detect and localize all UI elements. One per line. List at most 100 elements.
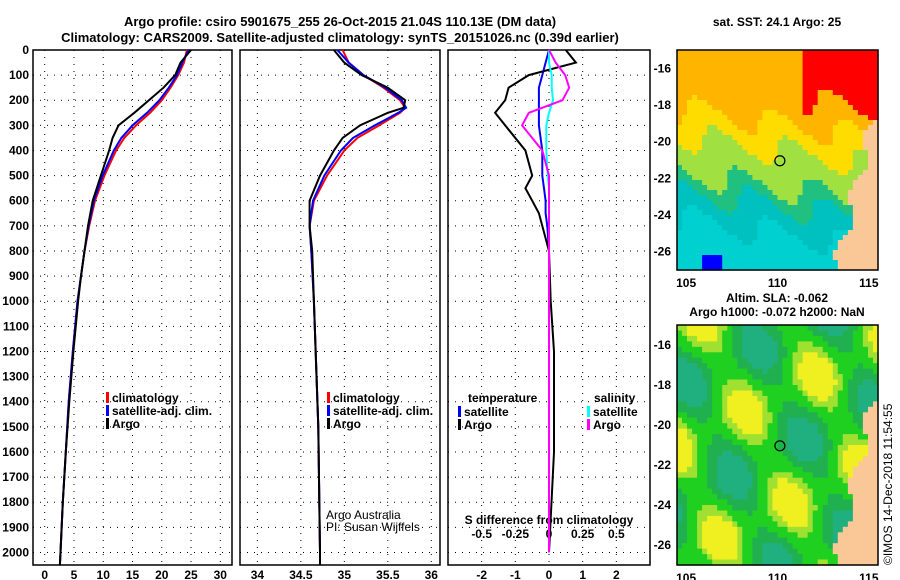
map-cell — [762, 135, 768, 141]
map-cell — [722, 215, 728, 221]
map-cell — [782, 325, 789, 332]
map-cell — [757, 95, 763, 101]
map-cell — [767, 363, 774, 370]
map-cell — [747, 170, 753, 176]
map-cell — [868, 155, 874, 161]
map-cell — [852, 195, 859, 201]
map-cell — [742, 330, 748, 337]
map-cell — [772, 559, 779, 566]
differences-panel: -2 -1 0 1 2-0.5 -0.25 0 0.25 0.5S difference fro… — [447, 49, 651, 580]
map-cell — [742, 455, 748, 462]
map-cell — [727, 537, 733, 544]
map-cell — [742, 548, 748, 555]
map-cell — [802, 170, 809, 176]
map-cell — [873, 434, 879, 441]
map-cell — [837, 532, 844, 539]
map-cell — [752, 406, 758, 413]
map-cell — [707, 428, 713, 435]
map-cell — [777, 461, 784, 468]
map-cell — [767, 230, 774, 236]
map-cell — [802, 235, 809, 241]
map-cell — [682, 505, 688, 512]
map-cell — [792, 125, 799, 131]
map-cell — [752, 515, 758, 522]
map-cell — [862, 125, 869, 131]
map-cell — [742, 235, 748, 241]
map-cell — [692, 135, 698, 141]
map-cell — [787, 110, 794, 116]
map-cell — [842, 140, 849, 146]
map-cell — [702, 115, 708, 121]
map-cell — [722, 374, 728, 381]
map-cell — [772, 543, 779, 550]
map-cell — [732, 70, 738, 76]
map-cell — [873, 515, 879, 522]
map-cell — [712, 505, 718, 512]
map-cell — [752, 423, 758, 430]
map-cell — [737, 240, 743, 246]
map-cell — [732, 455, 738, 462]
map-cell — [782, 60, 789, 66]
map-cell — [682, 260, 688, 266]
map-cell — [807, 180, 814, 186]
map-cell — [747, 455, 753, 462]
map-cell — [842, 510, 849, 517]
map-cell — [787, 75, 794, 81]
map-cell — [692, 265, 698, 271]
map-cell — [812, 455, 819, 462]
map-cell — [687, 559, 693, 566]
map-cell — [787, 210, 794, 216]
map-cell — [862, 170, 869, 176]
sla-map-subtitle: Argo h1000: -0.072 h2000: NaN — [689, 305, 864, 319]
map-cell — [857, 532, 864, 539]
map-cell — [682, 341, 688, 348]
map-cell — [832, 510, 839, 517]
map-cell — [717, 423, 723, 430]
map-cell — [873, 401, 879, 408]
map-cell — [782, 85, 789, 91]
map-cell — [737, 395, 743, 402]
map-cell — [752, 115, 758, 121]
map-cell — [862, 140, 869, 146]
map-cell — [827, 335, 834, 342]
map-cell — [687, 110, 693, 116]
map-cell — [732, 210, 738, 216]
map-cell — [677, 90, 683, 96]
map-cell — [762, 80, 768, 86]
map-cell — [868, 220, 874, 226]
map-cell — [752, 537, 758, 544]
map-cell — [692, 548, 698, 555]
map-cell — [842, 115, 849, 121]
map-cell — [692, 65, 698, 71]
map-cell — [727, 526, 733, 533]
map-cell — [702, 559, 708, 566]
map-cell — [812, 548, 819, 555]
lon-tick-label: 115 — [859, 571, 879, 580]
map-cell — [737, 548, 743, 555]
map-cell — [862, 90, 869, 96]
map-cell — [677, 543, 683, 550]
map-cell — [682, 488, 688, 495]
legend-title-temperature: temperature — [468, 391, 538, 405]
map-cell — [807, 105, 814, 111]
map-cell — [862, 466, 869, 473]
map-cell — [782, 537, 789, 544]
map-cell — [847, 50, 854, 56]
map-cell — [832, 200, 839, 206]
map-cell — [873, 205, 879, 211]
map-cell — [702, 100, 708, 106]
map-cell — [837, 250, 844, 256]
map-cell — [737, 428, 743, 435]
map-cell — [792, 225, 799, 231]
map-cell — [767, 110, 774, 116]
map-cell — [772, 240, 779, 246]
map-cell — [812, 335, 819, 342]
map-cell — [742, 50, 748, 56]
map-cell — [757, 50, 763, 56]
map-cell — [827, 90, 834, 96]
map-cell — [707, 85, 713, 91]
map-cell — [857, 60, 864, 66]
map-cell — [722, 385, 728, 392]
map-cell — [767, 466, 774, 473]
map-cell — [687, 135, 693, 141]
